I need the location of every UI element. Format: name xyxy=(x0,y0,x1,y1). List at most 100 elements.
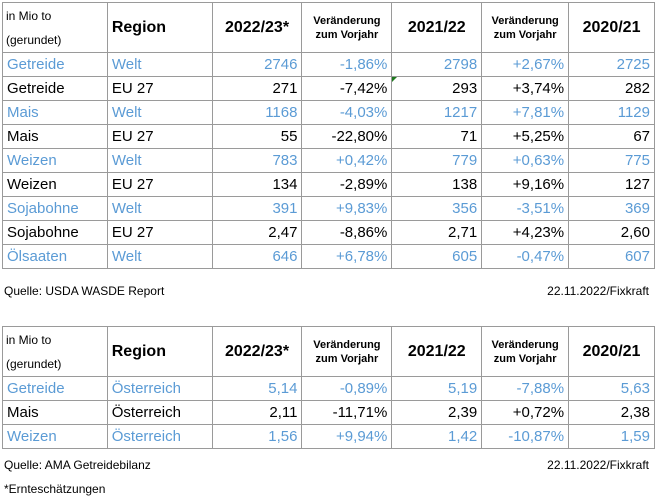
region-cell: EU 27 xyxy=(106,172,213,197)
table-row: Ölsaaten Welt 646 +6,78% 605 -0,47% 607 xyxy=(2,244,655,269)
value-cell: 1217 xyxy=(391,100,483,125)
crop-cell: Getreide xyxy=(2,376,108,401)
table-row: Getreide Welt 2746 -1,86% 2798 +2,67% 2725 xyxy=(2,52,655,77)
value-cell: 271 xyxy=(211,76,303,101)
table-row: Getreide Österreich 5,14 -0,89% 5,19 -7,88% 5,… xyxy=(2,376,655,401)
date-ama: 22.11.2022/Fixkraft xyxy=(547,458,649,472)
change-cell: -7,88% xyxy=(481,376,570,401)
crop-cell: Getreide xyxy=(2,52,108,77)
usda-table: in Mio to (gerundet) Region 2022/23* Verä… xyxy=(2,2,655,269)
change-cell: -11,71% xyxy=(301,400,393,425)
header-row: in Mio to (gerundet) Region 2022/23* Verä… xyxy=(2,2,655,53)
year-header-2020: 2020/21 xyxy=(568,326,655,377)
value-cell: 646 xyxy=(211,244,303,269)
value-cell: 369 xyxy=(568,196,655,221)
crop-cell: Weizen xyxy=(2,148,108,173)
region-cell: Österreich xyxy=(106,376,213,401)
value-cell: 775 xyxy=(568,148,655,173)
crop-cell: Sojabohne xyxy=(2,196,108,221)
date-usda: 22.11.2022/Fixkraft xyxy=(547,284,649,298)
change-cell: -4,03% xyxy=(301,100,393,125)
region-cell: Österreich xyxy=(106,400,213,425)
change-cell: +3,74% xyxy=(481,76,570,101)
change-header: Veränderung zum Vorjahr xyxy=(481,2,570,53)
year-header-2020: 2020/21 xyxy=(568,2,655,53)
table-row: Weizen EU 27 134 -2,89% 138 +9,16% 127 xyxy=(2,172,655,197)
value-cell: 1,59 xyxy=(568,424,655,449)
value-cell: 1,42 xyxy=(391,424,483,449)
region-cell: Welt xyxy=(106,52,213,77)
region-cell: Österreich xyxy=(106,424,213,449)
region-cell: EU 27 xyxy=(106,220,213,245)
year-header-2022: 2022/23* xyxy=(211,2,303,53)
crop-cell: Sojabohne xyxy=(2,220,108,245)
value-cell: 2,38 xyxy=(568,400,655,425)
value-cell: 127 xyxy=(568,172,655,197)
region-cell: Welt xyxy=(106,148,213,173)
table-row: Getreide EU 27 271 -7,42% 293 +3,74% 282 xyxy=(2,76,655,101)
change-cell: +9,16% xyxy=(481,172,570,197)
value-cell: 1129 xyxy=(568,100,655,125)
value-cell: 2,39 xyxy=(391,400,483,425)
source-ama: Quelle: AMA Getreidebilanz xyxy=(4,458,151,472)
value-cell: 5,14 xyxy=(211,376,303,401)
value-cell: 2798 xyxy=(391,52,483,77)
source-usda: Quelle: USDA WASDE Report xyxy=(4,284,165,298)
value-cell: 605 xyxy=(391,244,483,269)
change-cell: +0,63% xyxy=(481,148,570,173)
change-cell: +0,42% xyxy=(301,148,393,173)
crop-cell: Weizen xyxy=(2,172,108,197)
value-cell: 67 xyxy=(568,124,655,149)
footnote: *Ernteschätzungen xyxy=(4,482,106,496)
value-cell: 607 xyxy=(568,244,655,269)
value-cell: 779 xyxy=(391,148,483,173)
change-cell: +6,78% xyxy=(301,244,393,269)
change-header: Veränderung zum Vorjahr xyxy=(301,2,393,53)
value-cell: 2,71 xyxy=(391,220,483,245)
value-cell: 2,47 xyxy=(211,220,303,245)
table-row: Sojabohne Welt 391 +9,83% 356 -3,51% 369 xyxy=(2,196,655,221)
region-cell: Welt xyxy=(106,244,213,269)
region-header: Region xyxy=(106,2,213,53)
value-cell: 138 xyxy=(391,172,483,197)
change-cell: -10,87% xyxy=(481,424,570,449)
table-row: Sojabohne EU 27 2,47 -8,86% 2,71 +4,23% 2,60 xyxy=(2,220,655,245)
change-cell: -8,86% xyxy=(301,220,393,245)
table-row: Weizen Österreich 1,56 +9,94% 1,42 -10,87% 1,5… xyxy=(2,424,655,449)
change-cell: -0,47% xyxy=(481,244,570,269)
value-cell: 71 xyxy=(391,124,483,149)
year-header-2022: 2022/23* xyxy=(211,326,303,377)
change-cell: -0,89% xyxy=(301,376,393,401)
region-header: Region xyxy=(106,326,213,377)
table-row: Mais Österreich 2,11 -11,71% 2,39 +0,72% 2,38 xyxy=(2,400,655,425)
table-row: Mais Welt 1168 -4,03% 1217 +7,81% 1129 xyxy=(2,100,655,125)
value-cell: 1168 xyxy=(211,100,303,125)
region-cell: Welt xyxy=(106,100,213,125)
crop-cell: Mais xyxy=(2,124,108,149)
change-cell: +5,25% xyxy=(481,124,570,149)
value-cell: 5,63 xyxy=(568,376,655,401)
change-cell: -22,80% xyxy=(301,124,393,149)
unit-header: in Mio to (gerundet) xyxy=(2,2,108,53)
change-cell: +9,83% xyxy=(301,196,393,221)
comment-marker-icon xyxy=(392,77,397,82)
value-cell: 2746 xyxy=(211,52,303,77)
value-cell: 2,11 xyxy=(211,400,303,425)
table-row: Mais EU 27 55 -22,80% 71 +5,25% 67 xyxy=(2,124,655,149)
value-cell: 134 xyxy=(211,172,303,197)
year-header-2021: 2021/22 xyxy=(391,2,483,53)
value-cell: 391 xyxy=(211,196,303,221)
crop-cell: Getreide xyxy=(2,76,108,101)
change-cell: +9,94% xyxy=(301,424,393,449)
value-cell: 356 xyxy=(391,196,483,221)
value-cell: 282 xyxy=(568,76,655,101)
value-cell: 5,19 xyxy=(391,376,483,401)
value-cell: 55 xyxy=(211,124,303,149)
value-cell: 1,56 xyxy=(211,424,303,449)
crop-cell: Mais xyxy=(2,100,108,125)
unit-header: in Mio to (gerundet) xyxy=(2,326,108,377)
region-cell: Welt xyxy=(106,196,213,221)
change-cell: -7,42% xyxy=(301,76,393,101)
region-cell: EU 27 xyxy=(106,124,213,149)
change-cell: +4,23% xyxy=(481,220,570,245)
